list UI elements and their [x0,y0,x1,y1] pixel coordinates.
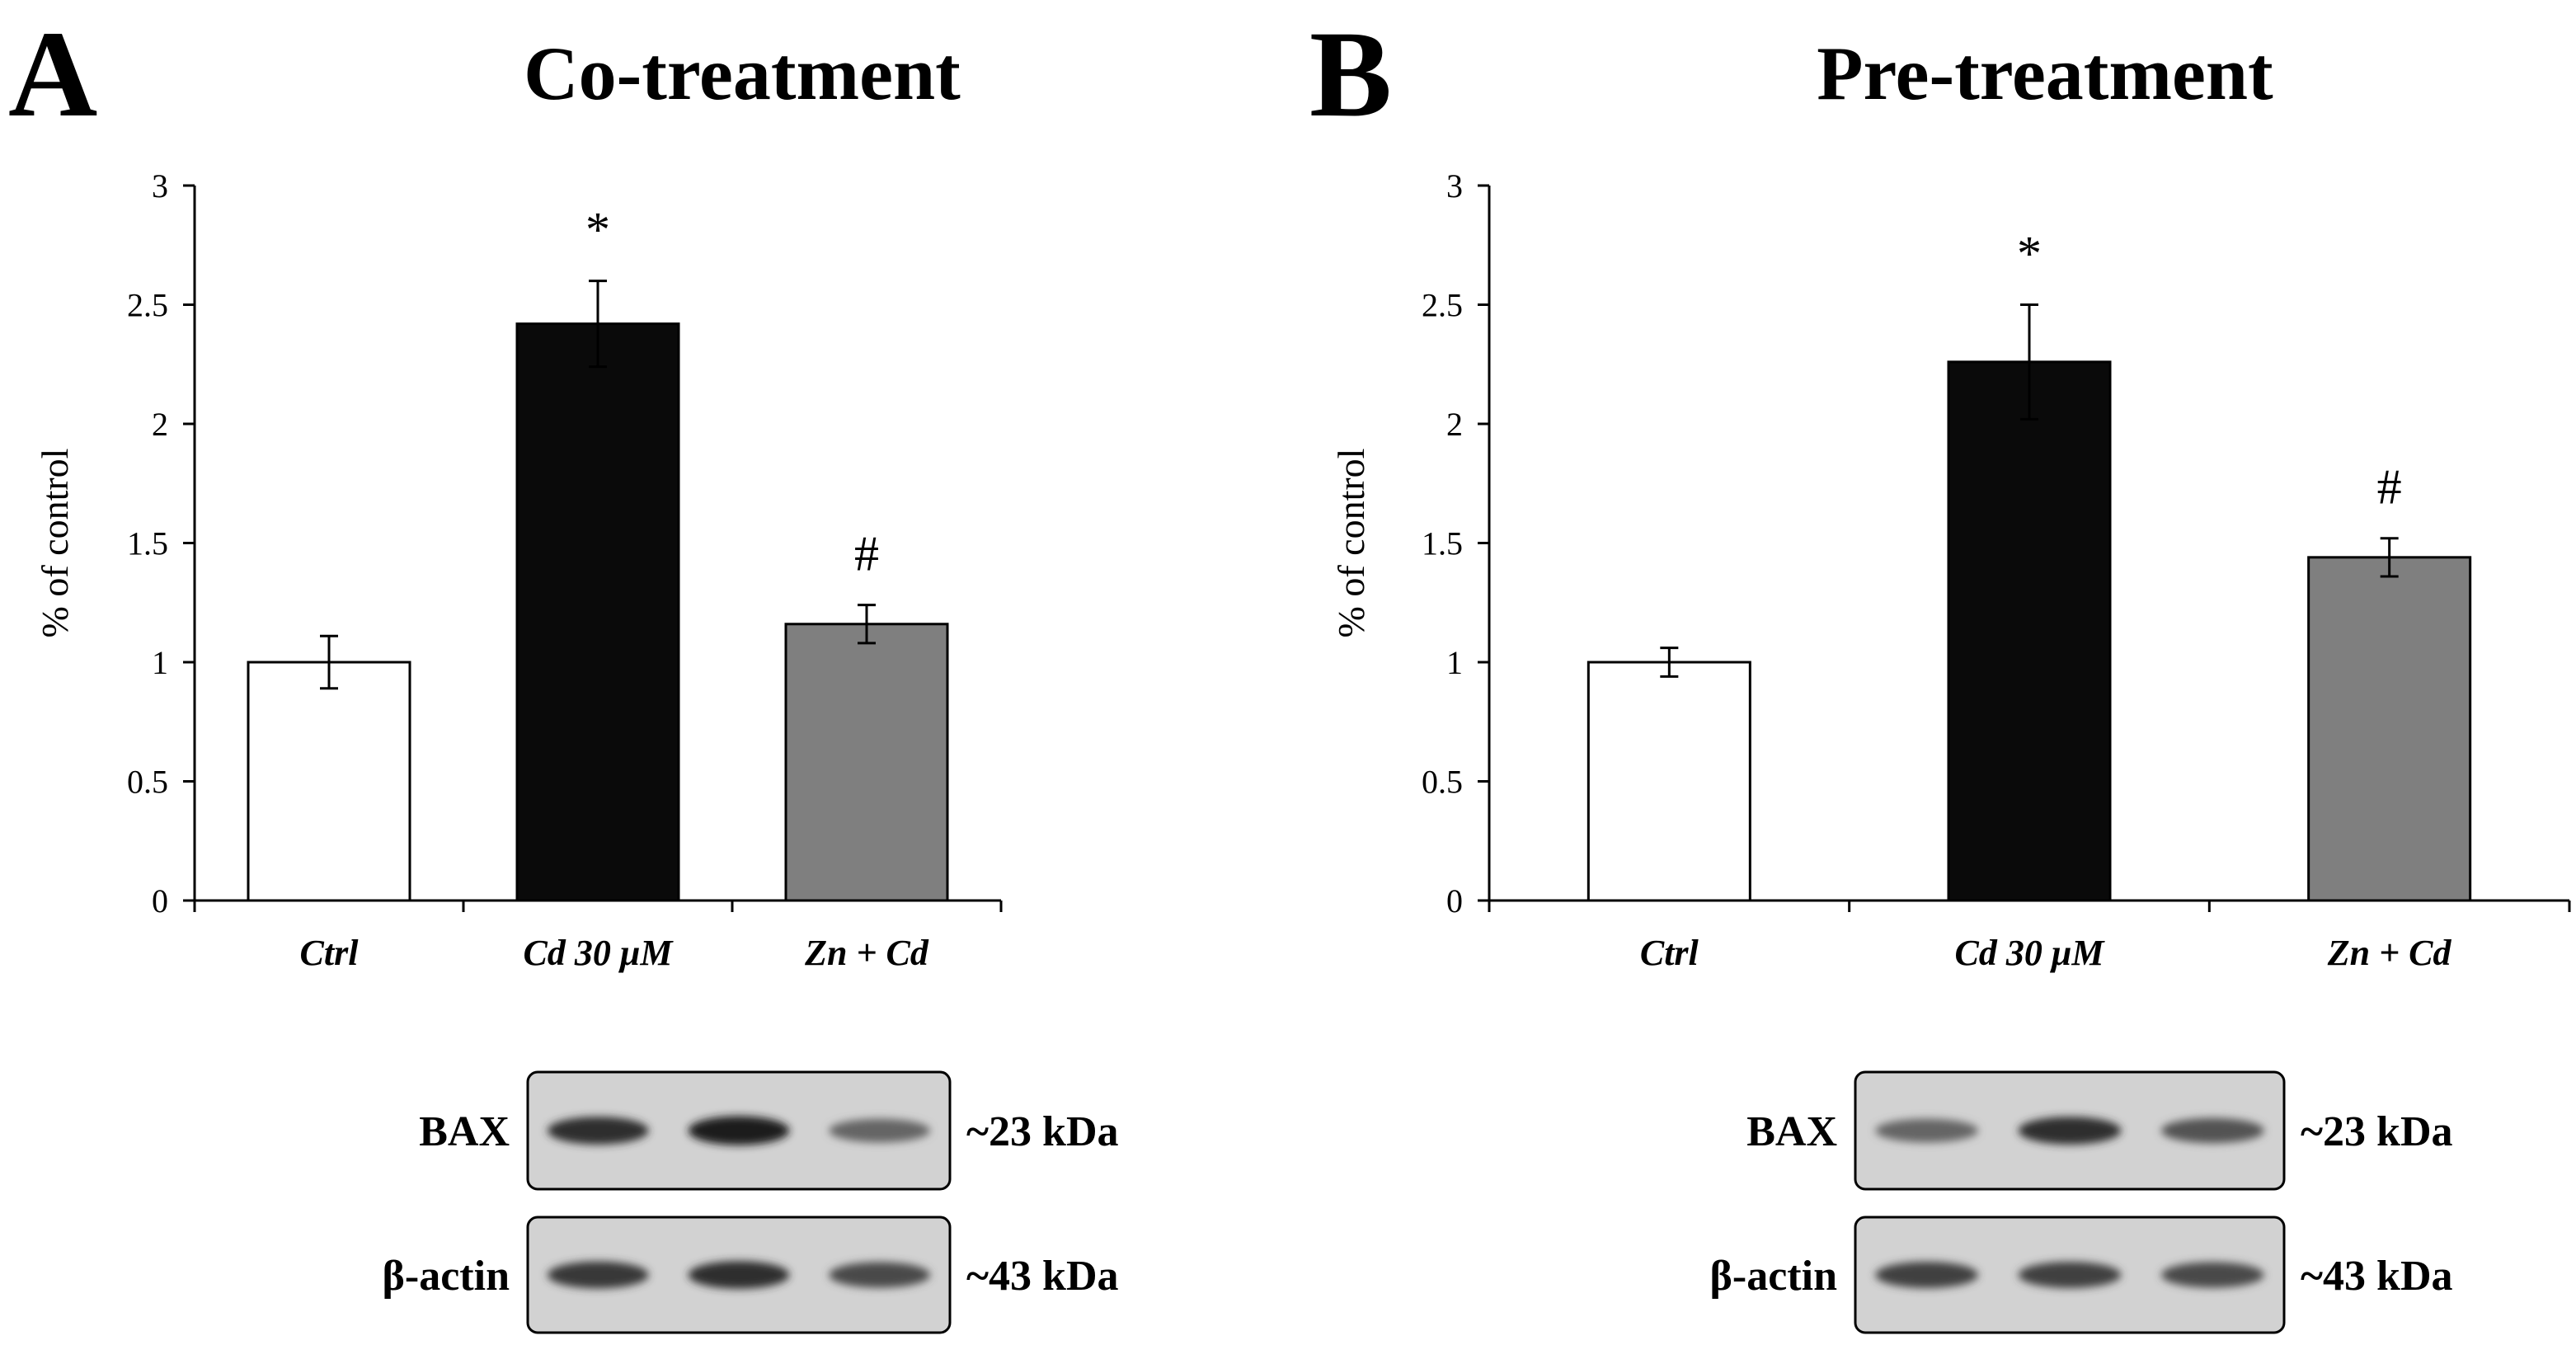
bar [1947,360,2112,902]
significance-marker: # [2377,460,2402,515]
protein-band [829,1118,931,1143]
panel-b-title: Pre-treatment [1817,31,2273,115]
bar [515,322,680,902]
protein-band [1875,1262,1979,1288]
y-tick-label: 2.5 [1422,287,1463,324]
y-tick-label: 1 [1446,644,1463,681]
protein-band [688,1261,790,1289]
y-tick-label: 1 [152,644,168,681]
x-category-label: Zn + Cd [804,933,929,973]
panel-a: A Co-treatment 0 0.5 1 1.5 2 2.5 3 % of control… [8,6,1119,1334]
blot-kda-label: ~23 kDa [2301,1108,2453,1155]
protein-band [1875,1118,1979,1143]
y-tick-label: 3 [152,167,168,205]
y-tick-label: 0.5 [1422,764,1463,801]
y-tick-label: 1.5 [1422,525,1463,562]
protein-band [2018,1262,2122,1288]
blot-protein-label: BAX [1746,1108,1837,1155]
y-tick-label: 0.5 [127,764,168,801]
protein-band [688,1116,790,1145]
x-category-label: Cd 30 μM [1955,933,2106,973]
significance-marker: * [2017,227,2042,281]
blot-kda-label: ~23 kDa [966,1108,1119,1155]
bar [2307,556,2472,902]
protein-band [2160,1262,2264,1288]
protein-band [2160,1117,2264,1144]
y-tick-label: 3 [1446,167,1463,205]
bar [1586,661,1751,902]
blot-protein-label: BAX [419,1108,510,1155]
significance-marker: * [585,203,610,257]
y-axis-label: % of control [34,449,76,638]
blot-kda-label: ~43 kDa [966,1253,1119,1300]
protein-band [829,1262,931,1288]
blot-kda-label: ~43 kDa [2301,1253,2453,1300]
y-tick-label: 2 [1446,406,1463,443]
x-category-label: Ctrl [300,933,360,973]
panel-a-letter: A [8,6,97,143]
y-tick-label: 0 [152,882,168,919]
panel-a-bar-chart: 0 0.5 1 1.5 2 2.5 3 % of control Ctrl * Cd 30 μM # Z… [34,167,1003,973]
panel-b: B Pre-treatment 0 0.5 1 1.5 2 2.5 3 % of contro… [1309,6,2571,1334]
significance-marker: # [854,527,879,581]
protein-band [2018,1117,2122,1145]
panel-b-western-blot: BAX ~23 kDa β-actin ~43 kDa [1710,1070,2453,1334]
panel-b-letter: B [1309,6,1392,143]
panel-b-bar-chart: 0 0.5 1 1.5 2 2.5 3 % of control Ctrl * Cd 30 μM # Z… [1330,167,2571,973]
panel-a-title: Co-treatment [524,31,961,115]
y-tick-label: 2 [152,406,168,443]
bar [247,661,411,902]
x-category-label: Zn + Cd [2327,933,2452,973]
bar [784,623,949,902]
x-category-label: Cd 30 μM [524,933,675,973]
y-axis-label: % of control [1330,449,1372,638]
y-tick-label: 1.5 [127,525,168,562]
blot-protein-label: β-actin [1710,1253,1838,1300]
blot-protein-label: β-actin [383,1253,510,1300]
x-category-label: Ctrl [1640,933,1699,973]
protein-band [547,1261,649,1289]
y-tick-label: 2.5 [127,287,168,324]
y-tick-label: 0 [1446,882,1463,919]
panel-a-western-blot: BAX ~23 kDa β-actin ~43 kDa [383,1070,1119,1334]
protein-band [547,1117,649,1145]
